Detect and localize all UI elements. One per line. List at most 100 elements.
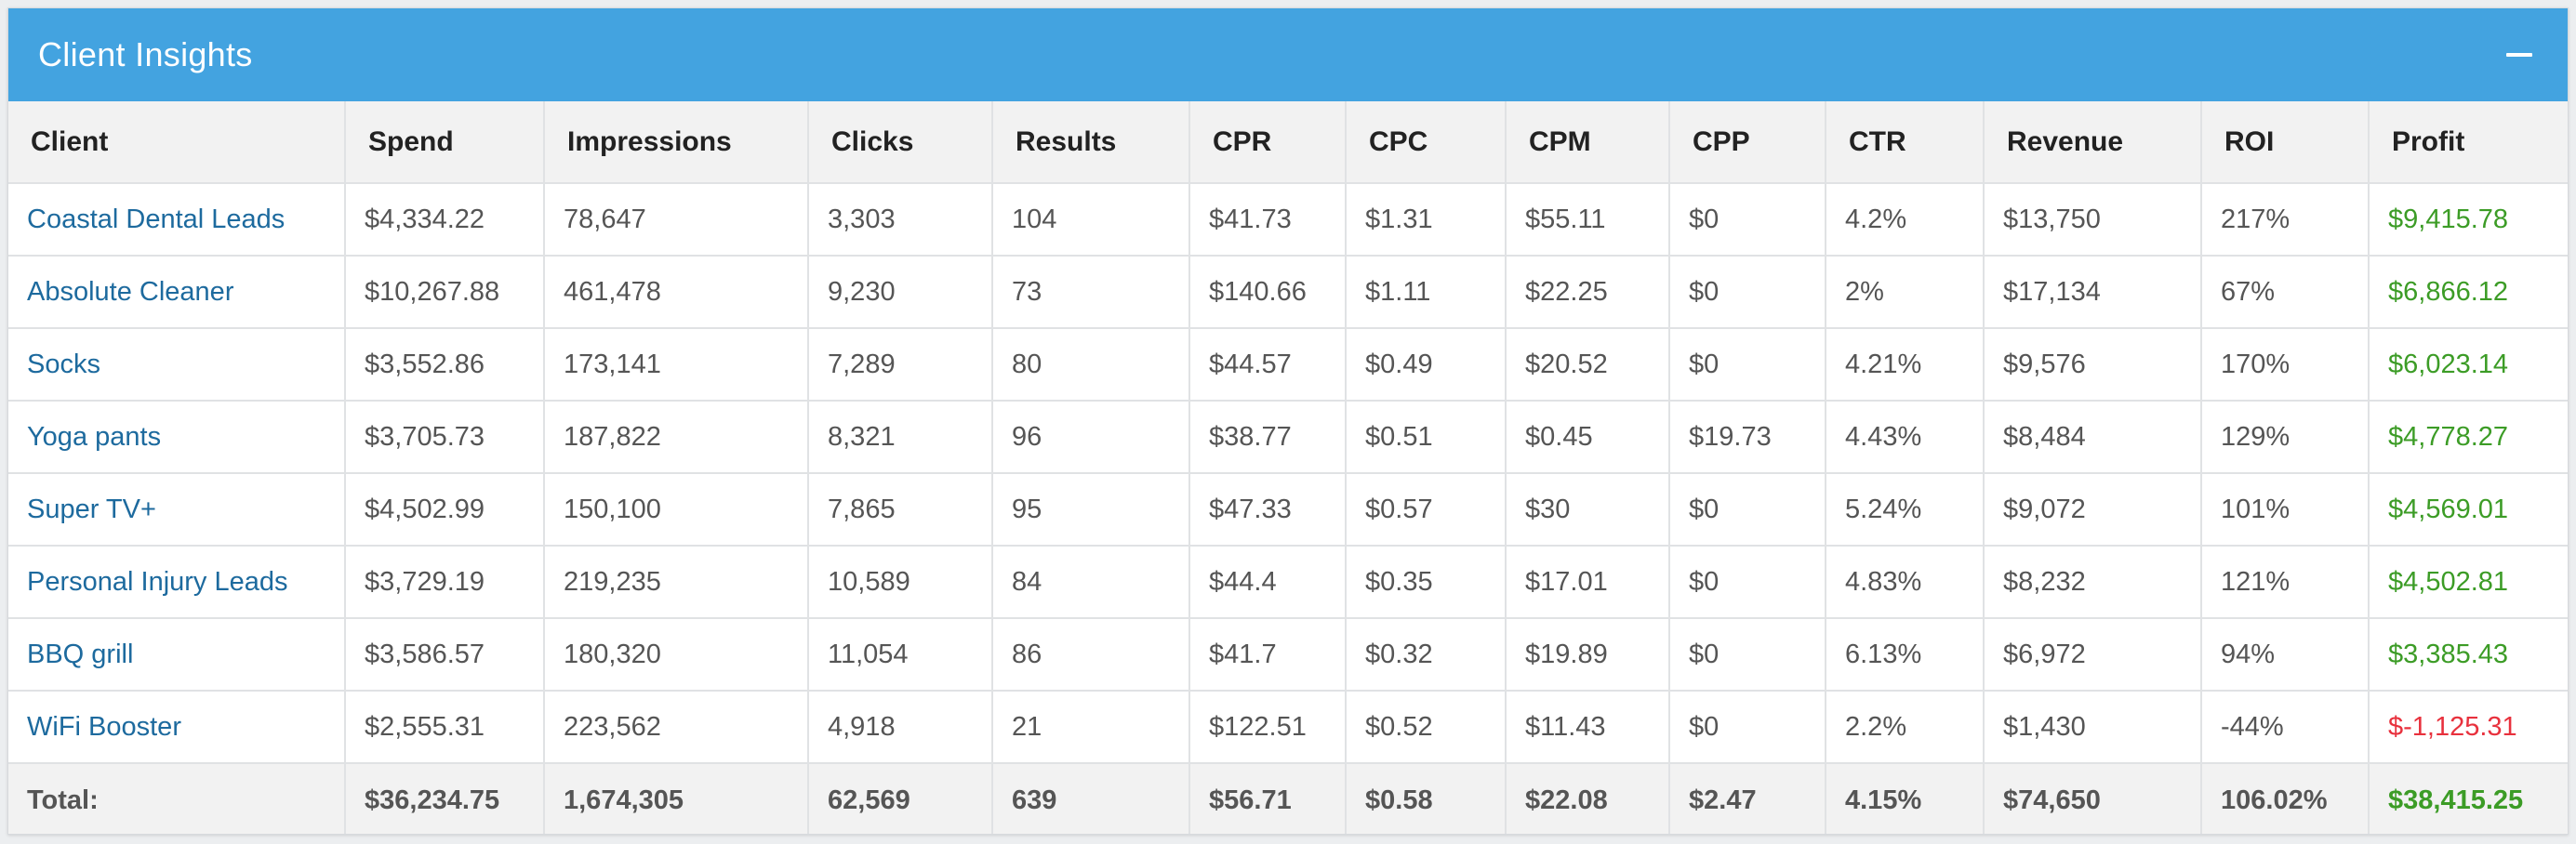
roi-cell: 94%: [2201, 618, 2370, 692]
roi-cell: 170%: [2201, 328, 2370, 402]
column-header-impressions[interactable]: Impressions: [544, 101, 809, 184]
cpc-cell: $0.49: [1346, 328, 1507, 402]
column-header-client[interactable]: Client: [8, 101, 346, 184]
column-header-results[interactable]: Results: [992, 101, 1190, 184]
column-header-cpp[interactable]: CPP: [1669, 101, 1826, 184]
column-header-cpr[interactable]: CPR: [1189, 101, 1347, 184]
collapse-button[interactable]: [2501, 36, 2538, 73]
clicks-cell: 7,865: [808, 473, 993, 547]
total-roi-cell: 106.02%: [2201, 763, 2370, 834]
ctr-cell: 2.2%: [1826, 691, 1985, 764]
cpc-cell: $0.35: [1346, 546, 1507, 619]
client-link[interactable]: Super TV+: [27, 494, 156, 524]
revenue-cell: $9,072: [1984, 473, 2202, 547]
clicks-cell: 8,321: [808, 401, 993, 474]
column-header-revenue[interactable]: Revenue: [1984, 101, 2202, 184]
total-results-cell: 639: [992, 763, 1190, 834]
client-link[interactable]: Socks: [27, 349, 100, 379]
cpr-cell: $47.33: [1189, 473, 1347, 547]
cpm-cell: $55.11: [1506, 183, 1670, 257]
minus-icon: [2506, 53, 2532, 57]
clicks-cell: 10,589: [808, 546, 993, 619]
panel-header: Client Insights: [8, 8, 2568, 101]
ctr-cell: 2%: [1826, 256, 1985, 329]
column-header-profit[interactable]: Profit: [2369, 101, 2568, 184]
total-spend-cell: $36,234.75: [345, 763, 545, 834]
clicks-cell: 11,054: [808, 618, 993, 692]
revenue-cell: $9,576: [1984, 328, 2202, 402]
cpp-cell: $19.73: [1669, 401, 1826, 474]
table-row: Absolute Cleaner $10,267.88 461,478 9,230 73…: [8, 256, 2568, 329]
totals-row: Total: $36,234.75 1,674,305 62,569 639 $56.71…: [8, 763, 2568, 834]
total-ctr-cell: 4.15%: [1826, 763, 1985, 834]
profit-cell: $4,778.27: [2369, 401, 2568, 474]
column-header-spend[interactable]: Spend: [345, 101, 545, 184]
client-link[interactable]: Absolute Cleaner: [27, 276, 234, 307]
total-cpr-cell: $56.71: [1189, 763, 1347, 834]
cpm-cell: $0.45: [1506, 401, 1670, 474]
profit-cell: $3,385.43: [2369, 618, 2568, 692]
results-cell: 86: [992, 618, 1190, 692]
cpp-cell: $0: [1669, 618, 1826, 692]
column-header-cpm[interactable]: CPM: [1506, 101, 1670, 184]
table-row: Super TV+ $4,502.99 150,100 7,865 95 $47.33 $0…: [8, 473, 2568, 547]
total-cpp-cell: $2.47: [1669, 763, 1826, 834]
roi-cell: 129%: [2201, 401, 2370, 474]
cpr-cell: $38.77: [1189, 401, 1347, 474]
column-header-cpc[interactable]: CPC: [1346, 101, 1507, 184]
impressions-cell: 180,320: [544, 618, 809, 692]
client-cell: Super TV+: [8, 473, 346, 547]
cpm-cell: $22.25: [1506, 256, 1670, 329]
ctr-cell: 4.21%: [1826, 328, 1985, 402]
column-header-clicks[interactable]: Clicks: [808, 101, 993, 184]
client-link[interactable]: Personal Injury Leads: [27, 566, 288, 597]
client-cell: Yoga pants: [8, 401, 346, 474]
impressions-cell: 223,562: [544, 691, 809, 764]
results-cell: 96: [992, 401, 1190, 474]
cpp-cell: $0: [1669, 256, 1826, 329]
client-cell: WiFi Booster: [8, 691, 346, 764]
client-cell: Coastal Dental Leads: [8, 183, 346, 257]
column-header-roi[interactable]: ROI: [2201, 101, 2370, 184]
spend-cell: $3,586.57: [345, 618, 545, 692]
spend-cell: $4,334.22: [345, 183, 545, 257]
table-row: Personal Injury Leads $3,729.19 219,235 10,…: [8, 546, 2568, 619]
cpr-cell: $44.57: [1189, 328, 1347, 402]
revenue-cell: $13,750: [1984, 183, 2202, 257]
cpp-cell: $0: [1669, 328, 1826, 402]
total-impressions-cell: 1,674,305: [544, 763, 809, 834]
column-header-ctr[interactable]: CTR: [1826, 101, 1985, 184]
cpr-cell: $41.7: [1189, 618, 1347, 692]
roi-cell: 217%: [2201, 183, 2370, 257]
total-cpm-cell: $22.08: [1506, 763, 1670, 834]
profit-cell: $4,569.01: [2369, 473, 2568, 547]
cpp-cell: $0: [1669, 546, 1826, 619]
ctr-cell: 4.2%: [1826, 183, 1985, 257]
client-link[interactable]: WiFi Booster: [27, 711, 181, 742]
impressions-cell: 461,478: [544, 256, 809, 329]
total-cpc-cell: $0.58: [1346, 763, 1507, 834]
panel-title: Client Insights: [38, 35, 253, 73]
cpm-cell: $11.43: [1506, 691, 1670, 764]
cpc-cell: $1.31: [1346, 183, 1507, 257]
total-clicks-cell: 62,569: [808, 763, 993, 834]
cpc-cell: $0.32: [1346, 618, 1507, 692]
cpr-cell: $140.66: [1189, 256, 1347, 329]
client-link[interactable]: Coastal Dental Leads: [27, 204, 285, 234]
profit-cell: $4,502.81: [2369, 546, 2568, 619]
spend-cell: $3,552.86: [345, 328, 545, 402]
impressions-cell: 187,822: [544, 401, 809, 474]
cpr-cell: $122.51: [1189, 691, 1347, 764]
roi-cell: 67%: [2201, 256, 2370, 329]
client-link[interactable]: Yoga pants: [27, 421, 162, 452]
cpp-cell: $0: [1669, 183, 1826, 257]
table-row: BBQ grill $3,586.57 180,320 11,054 86 $41.7 $0…: [8, 618, 2568, 692]
cpm-cell: $20.52: [1506, 328, 1670, 402]
cpm-cell: $30: [1506, 473, 1670, 547]
impressions-cell: 219,235: [544, 546, 809, 619]
cpr-cell: $41.73: [1189, 183, 1347, 257]
results-cell: 104: [992, 183, 1190, 257]
cpp-cell: $0: [1669, 473, 1826, 547]
revenue-cell: $1,430: [1984, 691, 2202, 764]
client-link[interactable]: BBQ grill: [27, 639, 134, 669]
